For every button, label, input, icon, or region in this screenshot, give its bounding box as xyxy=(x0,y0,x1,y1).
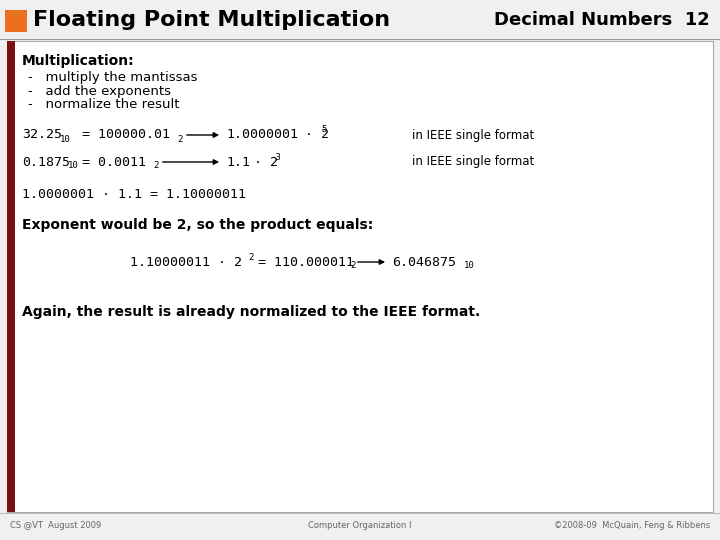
FancyBboxPatch shape xyxy=(5,10,27,32)
Text: 2: 2 xyxy=(153,161,158,171)
Text: 0.1875: 0.1875 xyxy=(22,156,70,168)
FancyBboxPatch shape xyxy=(7,41,15,512)
Text: -   normalize the result: - normalize the result xyxy=(28,98,179,111)
Text: 2: 2 xyxy=(248,253,253,261)
Text: Multiplication:: Multiplication: xyxy=(22,54,135,68)
Text: -   add the exponents: - add the exponents xyxy=(28,84,171,98)
Text: 2: 2 xyxy=(350,261,356,271)
Text: ©2008-09  McQuain, Feng & Ribbens: ©2008-09 McQuain, Feng & Ribbens xyxy=(554,521,710,530)
Text: Decimal Numbers  12: Decimal Numbers 12 xyxy=(494,11,710,29)
Text: in IEEE single format: in IEEE single format xyxy=(412,129,534,141)
FancyBboxPatch shape xyxy=(7,41,713,512)
Text: Again, the result is already normalized to the IEEE format.: Again, the result is already normalized … xyxy=(22,305,480,319)
Text: Floating Point Multiplication: Floating Point Multiplication xyxy=(33,10,390,30)
Text: Computer Organization I: Computer Organization I xyxy=(308,521,412,530)
FancyBboxPatch shape xyxy=(0,0,720,38)
Text: 6.046875: 6.046875 xyxy=(392,255,456,268)
Text: = 0.0011: = 0.0011 xyxy=(82,156,146,168)
Text: 5: 5 xyxy=(321,125,326,134)
Text: · 2: · 2 xyxy=(305,129,329,141)
Text: 1.1: 1.1 xyxy=(226,156,250,168)
Text: 1.0000001 · 1.1 = 1.10000011: 1.0000001 · 1.1 = 1.10000011 xyxy=(22,188,246,201)
Text: -3: -3 xyxy=(270,152,281,161)
Text: 32.25: 32.25 xyxy=(22,129,62,141)
Text: Exponent would be 2, so the product equals:: Exponent would be 2, so the product equa… xyxy=(22,218,373,232)
Text: in IEEE single format: in IEEE single format xyxy=(412,156,534,168)
Text: = 100000.01: = 100000.01 xyxy=(82,129,170,141)
Text: 1.0000001: 1.0000001 xyxy=(226,129,298,141)
Text: -   multiply the mantissas: - multiply the mantissas xyxy=(28,71,197,84)
Text: CS @VT  August 2009: CS @VT August 2009 xyxy=(10,521,102,530)
Text: 10: 10 xyxy=(60,134,71,144)
Text: = 110.000011: = 110.000011 xyxy=(258,255,354,268)
Text: 10: 10 xyxy=(464,261,474,271)
Text: 1.10000011 · 2: 1.10000011 · 2 xyxy=(130,255,242,268)
Text: 10: 10 xyxy=(68,161,78,171)
Text: · 2: · 2 xyxy=(254,156,278,168)
Text: 2: 2 xyxy=(177,134,182,144)
